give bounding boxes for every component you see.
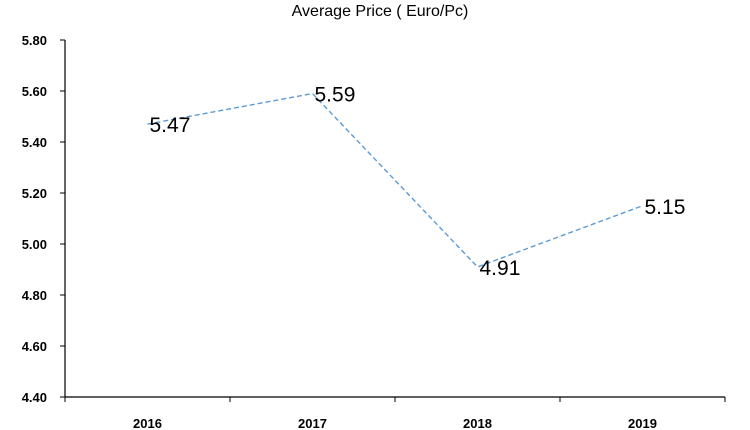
- y-tick-label: 5.60: [22, 84, 47, 99]
- y-tick-label: 5.40: [22, 135, 47, 150]
- series-line: [147, 92, 643, 268]
- data-labels: 5.47 5.59 4.91 5.15: [150, 84, 686, 280]
- chart-title: Average Price ( Euro/Pc): [292, 3, 469, 20]
- title-layer: Average Price ( Euro/Pc): [292, 3, 469, 20]
- x-tick-label: 2018: [463, 416, 492, 430]
- y-tick-label: 5.80: [22, 33, 47, 48]
- x-tick-label: 2019: [628, 416, 657, 430]
- x-tick-labels: 2016 2017 2018 2019: [133, 416, 657, 430]
- data-label: 5.59: [315, 84, 356, 107]
- axes-layer: [60, 39, 726, 402]
- y-tick-label: 4.40: [22, 390, 47, 405]
- y-tick-labels: 4.40 4.60 4.80 5.00 5.20 5.40 5.60 5.80: [22, 33, 47, 405]
- y-tick-label: 5.00: [22, 237, 47, 252]
- x-tick-label: 2016: [133, 416, 162, 430]
- data-label: 4.91: [480, 257, 521, 280]
- x-tick-label: 2017: [298, 416, 327, 430]
- data-label: 5.47: [150, 114, 191, 137]
- y-tick-label: 4.60: [22, 339, 47, 354]
- y-tick-label: 4.80: [22, 288, 47, 303]
- data-label: 5.15: [645, 196, 686, 219]
- y-tick-label: 5.20: [22, 186, 47, 201]
- series-layer: [147, 92, 643, 268]
